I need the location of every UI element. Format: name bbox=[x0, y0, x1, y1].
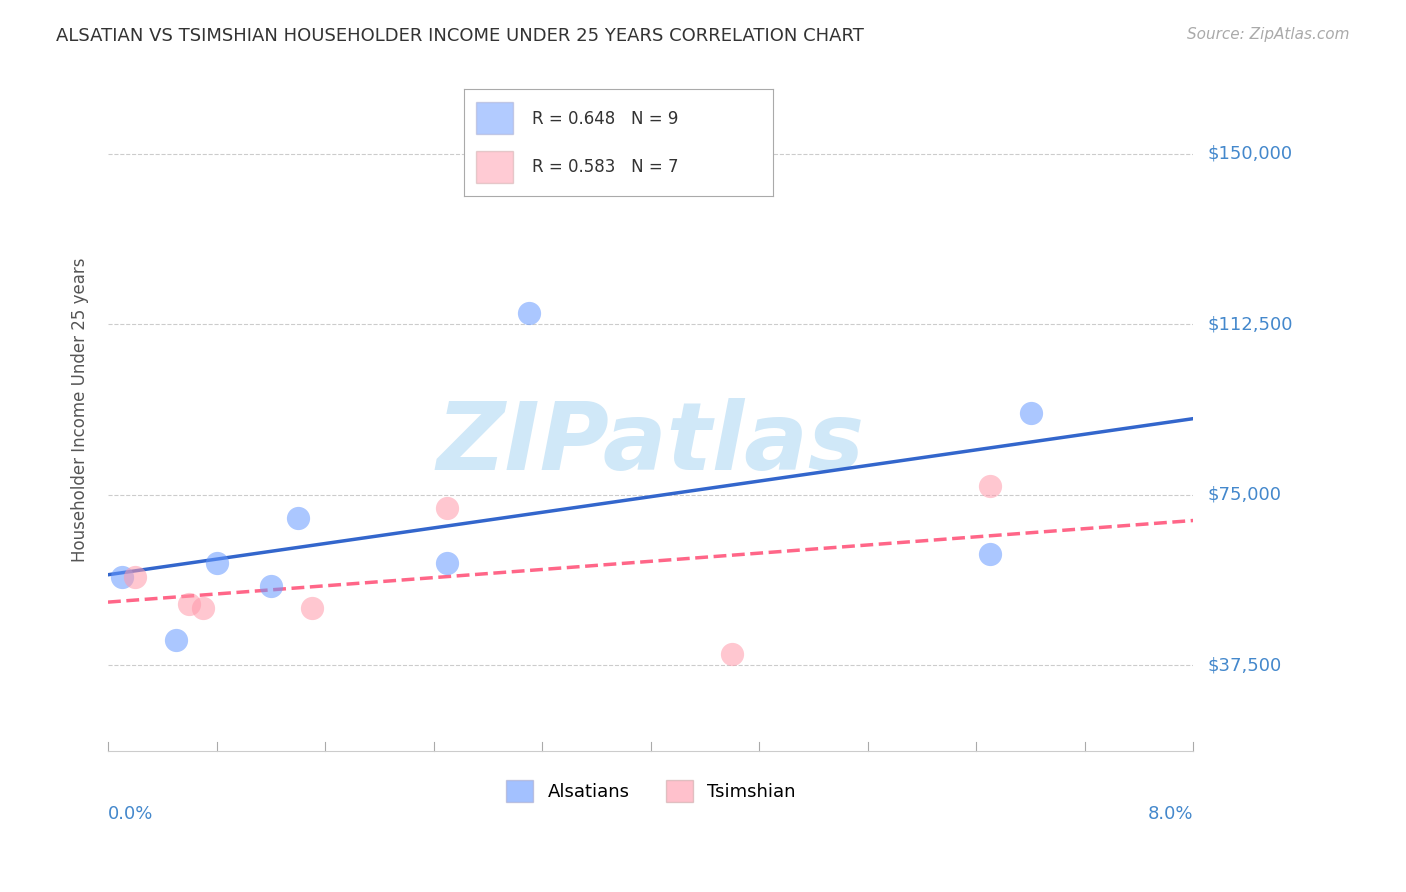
Text: $37,500: $37,500 bbox=[1206, 657, 1281, 674]
Legend: Alsatians, Tsimshian: Alsatians, Tsimshian bbox=[499, 773, 803, 810]
Point bbox=[436, 501, 458, 516]
Point bbox=[205, 556, 228, 570]
FancyBboxPatch shape bbox=[477, 102, 513, 134]
Point bbox=[191, 601, 214, 615]
Point bbox=[301, 601, 323, 615]
Text: 0.0%: 0.0% bbox=[108, 805, 153, 823]
Point bbox=[110, 569, 132, 583]
Text: R = 0.648   N = 9: R = 0.648 N = 9 bbox=[531, 111, 679, 128]
Point bbox=[721, 647, 744, 661]
Text: $150,000: $150,000 bbox=[1206, 145, 1292, 162]
Point bbox=[979, 547, 1001, 561]
Point bbox=[287, 510, 309, 524]
Point bbox=[979, 478, 1001, 492]
Text: Source: ZipAtlas.com: Source: ZipAtlas.com bbox=[1187, 27, 1350, 42]
Text: 8.0%: 8.0% bbox=[1147, 805, 1194, 823]
Point bbox=[165, 633, 187, 648]
Text: ZIPatlas: ZIPatlas bbox=[437, 398, 865, 490]
Point bbox=[179, 597, 201, 611]
Text: $75,000: $75,000 bbox=[1206, 486, 1281, 504]
FancyBboxPatch shape bbox=[477, 152, 513, 184]
Point bbox=[517, 306, 540, 320]
Point bbox=[436, 556, 458, 570]
Point bbox=[260, 579, 283, 593]
Y-axis label: Householder Income Under 25 years: Householder Income Under 25 years bbox=[72, 257, 89, 562]
Text: $112,500: $112,500 bbox=[1206, 315, 1292, 334]
Point bbox=[1019, 406, 1042, 420]
Point bbox=[124, 569, 146, 583]
Text: ALSATIAN VS TSIMSHIAN HOUSEHOLDER INCOME UNDER 25 YEARS CORRELATION CHART: ALSATIAN VS TSIMSHIAN HOUSEHOLDER INCOME… bbox=[56, 27, 865, 45]
Text: R = 0.583   N = 7: R = 0.583 N = 7 bbox=[531, 159, 679, 177]
